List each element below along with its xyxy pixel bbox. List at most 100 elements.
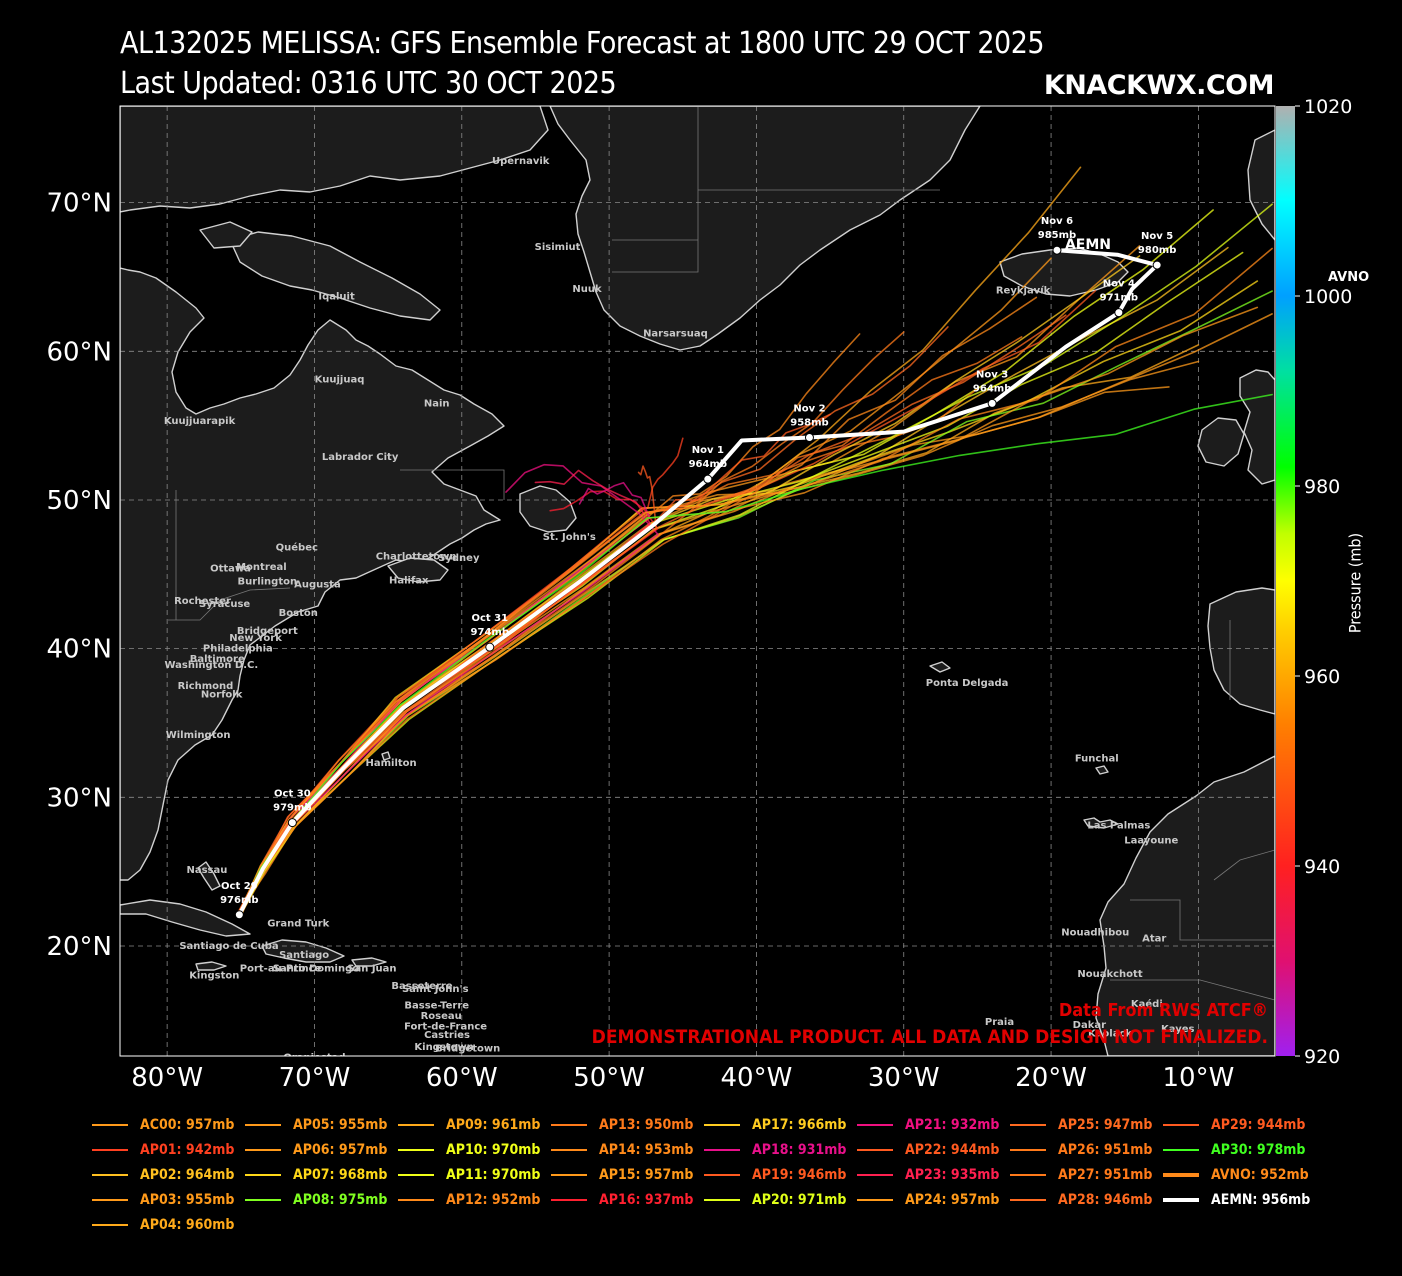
legend-item-ap02: AP02: 964mb [92,1167,234,1183]
place-label: Nain [424,398,450,409]
legend-swatch [704,1149,740,1151]
legend-swatch [704,1124,740,1126]
place-label: Roseau [421,1011,462,1022]
colorbar-ticks: 1020 1000 980 960 940 920 [1295,96,1352,1068]
legend-label: AP28: 946mb [1058,1192,1153,1208]
legend-swatch [857,1124,893,1126]
place-label: Fort-de-France [404,1021,487,1032]
hispaniola [261,939,345,963]
legend-item-ap21: AP21: 932mb [857,1117,999,1133]
legend-label: AP07: 968mb [293,1167,388,1183]
legend-swatch [857,1149,893,1151]
place-label: Iqaluit [318,291,355,302]
map-frame [119,105,1276,1057]
lat-tick-label: 60°N [46,337,112,367]
lat-tick-label: 70°N [46,189,112,219]
colorbar-tick-label: 980 [1304,476,1340,498]
legend-swatch [92,1174,128,1176]
legend-swatch [92,1124,128,1126]
lon-tick-label: 70°W [279,1063,351,1093]
jamaica [195,961,227,971]
legend-item-ac00: AC00: 957mb [92,1117,234,1133]
place-label: Richmond [178,681,234,692]
nova-scotia [387,557,449,583]
place-label: Wilmington [166,730,231,741]
legend-label: AP09: 961mb [446,1117,541,1133]
legend-swatch [1010,1174,1046,1176]
colorbar-tick-label: 920 [1304,1046,1340,1068]
place-label: Oranjestad [283,1052,345,1063]
place-label: Kuujjuarapik [164,416,236,427]
track-point-day: Oct 30 [274,789,311,800]
member-track-ap13 [237,387,979,917]
legend-item-ap15: AP15: 957mb [551,1167,693,1183]
place-label: Kaédi [1131,998,1163,1010]
place-label: Sydney [438,553,480,564]
legend-item-ap20: AP20: 971mb [704,1192,846,1208]
place-label: Kaolack [1088,1029,1132,1040]
place-label: Dakar [1073,1020,1106,1031]
legend-item-ap29: AP29: 944mb [1163,1117,1305,1133]
place-label: Burlington [238,577,298,588]
chart-title: AL132025 MELISSA: GFS Ensemble Forecast … [120,26,1045,61]
legend-item-ap06: AP06: 957mb [245,1142,387,1158]
track-point [1052,245,1062,255]
place-label: Funchal [1075,754,1119,765]
place-label: Narsarsuaq [643,328,708,339]
legend-item-ap10: AP10: 970mb [398,1142,540,1158]
legend-swatch [92,1199,128,1201]
legend-label: AP21: 932mb [905,1117,1000,1133]
legend-swatch [1010,1199,1046,1201]
lon-tick-label: 30°W [868,1063,940,1093]
place-label: Bridgetown [435,1044,500,1055]
place-label: Philadelphia [203,644,273,655]
legend-swatch [1163,1198,1199,1202]
legend-item-ap17: AP17: 966mb [704,1117,846,1133]
legend-item-avno: AVNO: 952mb [1163,1167,1309,1183]
legend-item-ap25: AP25: 947mb [1010,1117,1152,1133]
madeira [1095,765,1109,775]
track-point-day: Nov 5 [1141,231,1173,242]
colorbar-tick-label: 940 [1304,856,1340,878]
legend-item-ap24: AP24: 957mb [857,1192,999,1208]
mean-track-aemn [237,248,1160,916]
lat-tick-label: 30°N [46,783,112,813]
place-label: Augusta [294,580,341,591]
place-label: Castries [424,1030,470,1041]
brand-logo-text: KNACKWX.COM [1043,70,1275,101]
political-borders [168,106,1275,1001]
place-label: Québec [276,542,318,554]
track-point-day: Nov 6 [1041,216,1073,227]
lon-tick-label: 50°W [573,1063,645,1093]
place-label: Rochester [174,596,231,607]
legend-item-ap26: AP26: 951mb [1010,1142,1152,1158]
legend-swatch [398,1149,434,1151]
legend-item-ap16: AP16: 937mb [551,1192,693,1208]
scandinavia-edge [1247,129,1275,241]
member-track-ap30 [239,393,1273,915]
place-label: Montreal [236,562,287,573]
place-label: Laayoune [1124,835,1178,846]
member-track-avno [238,247,1273,918]
legend-item-ap22: AP22: 944mb [857,1142,999,1158]
ensemble-mean: Oct 29 976mb Oct 30 979mb Oct 31 974mb Nov 1 96… [220,216,1176,920]
legend-label: AP23: 935mb [905,1167,1000,1183]
legend-item-ap28: AP28: 946mb [1010,1192,1152,1208]
track-point-pressure: 979mb [273,803,311,814]
legend-label: AP24: 957mb [905,1192,1000,1208]
place-label: St. John's [543,532,596,543]
mean-track-name: AEMN [1065,237,1111,253]
legend-swatch [245,1199,281,1201]
legend-swatch [245,1124,281,1126]
legend-label: AP03: 955mb [140,1192,235,1208]
legend-swatch [1163,1173,1199,1177]
colorbar-label: Pressure (mb) [1345,532,1365,634]
place-label: Kuujjuaq [315,375,365,386]
legend-label: AP29: 944mb [1211,1117,1306,1133]
legend-item-ap12: AP12: 952mb [398,1192,540,1208]
land-masses [120,106,1275,1056]
lon-tick-label: 40°W [721,1063,793,1093]
track-point [485,642,495,652]
legend-swatch [551,1124,587,1126]
azores [929,661,951,673]
